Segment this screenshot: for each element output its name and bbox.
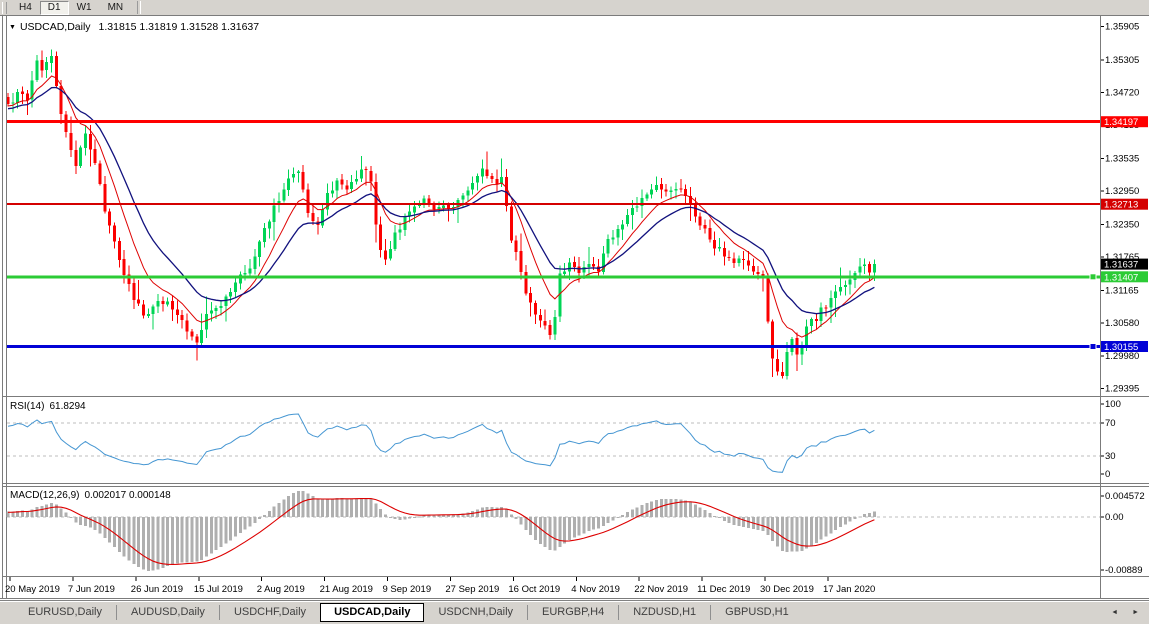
svg-text:1.29980: 1.29980 bbox=[1105, 351, 1139, 362]
svg-text:0.004572: 0.004572 bbox=[1105, 491, 1145, 502]
svg-text:22 Nov 2019: 22 Nov 2019 bbox=[634, 584, 688, 595]
rsi-line bbox=[7, 413, 875, 473]
price-badge: 1.31407 bbox=[1101, 271, 1148, 283]
svg-text:4 Nov 2019: 4 Nov 2019 bbox=[571, 584, 620, 595]
tab-gbpusd-h1[interactable]: GBPUSD,H1 bbox=[710, 605, 803, 620]
price-badge: 1.32713 bbox=[1101, 198, 1148, 211]
rsi-axis: 100 70 30 0 bbox=[1101, 399, 1121, 480]
tab-eurusd-daily[interactable]: EURUSD,Daily bbox=[28, 606, 102, 618]
svg-text:1.32713: 1.32713 bbox=[1104, 200, 1138, 211]
macd-pane-label: MACD(12,26,9) 0.002017 0.000148 bbox=[10, 490, 171, 501]
svg-text:1.29395: 1.29395 bbox=[1105, 384, 1139, 395]
svg-text:1.35305: 1.35305 bbox=[1105, 55, 1139, 66]
svg-text:1.34720: 1.34720 bbox=[1105, 88, 1139, 99]
tab-eurgbp-h4[interactable]: EURGBP,H4 bbox=[527, 605, 618, 620]
svg-text:100: 100 bbox=[1105, 399, 1121, 410]
svg-text:1.34197: 1.34197 bbox=[1104, 117, 1138, 128]
rsi-label: RSI(14) bbox=[10, 401, 45, 412]
price-badge: 1.30155 bbox=[1101, 341, 1148, 353]
svg-text:7 Jun 2019: 7 Jun 2019 bbox=[68, 584, 115, 595]
svg-text:1.30580: 1.30580 bbox=[1105, 318, 1139, 329]
chart-ohlc-values: 1.31815 1.31819 1.31528 1.31637 bbox=[98, 21, 260, 33]
rsi-pane-label: RSI(14) 61.8294 bbox=[10, 401, 86, 412]
svg-text:-0.00889: -0.00889 bbox=[1105, 565, 1143, 576]
price-axis: 1.359051.353051.347201.341351.335351.329… bbox=[1101, 22, 1139, 395]
chart-title: ▼ USDCAD,Daily 1.31815 1.31819 1.31528 1.3… bbox=[9, 21, 259, 33]
timeframe-button-h4[interactable]: H4 bbox=[11, 1, 40, 15]
svg-text:1.30155: 1.30155 bbox=[1104, 342, 1138, 353]
svg-text:0.00: 0.00 bbox=[1105, 512, 1124, 523]
svg-text:0: 0 bbox=[1105, 469, 1110, 480]
frame bbox=[0, 15, 1149, 599]
macd-label: MACD(12,26,9) bbox=[10, 490, 80, 501]
svg-text:27 Sep 2019: 27 Sep 2019 bbox=[445, 584, 499, 595]
tab-usdcnh-daily[interactable]: USDCNH,Daily bbox=[438, 606, 514, 618]
macd-signal-line bbox=[7, 497, 875, 565]
svg-text:1.33535: 1.33535 bbox=[1105, 154, 1139, 165]
dropdown-arrow-icon: ▼ bbox=[9, 24, 16, 31]
timeframe-button-mn[interactable]: MN bbox=[100, 1, 132, 15]
tab-usdcad-daily[interactable]: USDCAD,Daily bbox=[320, 603, 425, 622]
svg-text:21 Aug 2019: 21 Aug 2019 bbox=[320, 584, 373, 595]
svg-text:20 May 2019: 20 May 2019 bbox=[5, 584, 60, 595]
tab-scroll-arrows: ◄ ► bbox=[1111, 609, 1139, 616]
svg-text:1.32950: 1.32950 bbox=[1105, 186, 1139, 197]
ma-fast-line bbox=[7, 75, 875, 338]
date-axis: 20 May 2019 7 Jun 2019 26 Jun 2019 15 Jul 2… bbox=[5, 577, 875, 595]
tab-scroll-right-icon[interactable]: ► bbox=[1132, 609, 1139, 616]
svg-text:1.31165: 1.31165 bbox=[1105, 285, 1139, 296]
svg-text:30 Dec 2019: 30 Dec 2019 bbox=[760, 584, 814, 595]
tab-scroll-left-icon[interactable]: ◄ bbox=[1111, 609, 1119, 616]
svg-text:70: 70 bbox=[1105, 418, 1116, 429]
timeframe-button-w1[interactable]: W1 bbox=[69, 1, 100, 15]
svg-text:26 Jun 2019: 26 Jun 2019 bbox=[131, 584, 183, 595]
tab-nzdusd-h1[interactable]: NZDUSD,H1 bbox=[618, 605, 710, 620]
toolbar-separator bbox=[137, 1, 142, 14]
candles bbox=[6, 49, 876, 380]
svg-text:1.31407: 1.31407 bbox=[1104, 272, 1138, 283]
rsi-value: 61.8294 bbox=[49, 401, 86, 412]
svg-text:1.32350: 1.32350 bbox=[1105, 219, 1139, 230]
svg-text:11 Dec 2019: 11 Dec 2019 bbox=[697, 584, 750, 595]
ma-slow-line bbox=[7, 86, 875, 315]
svg-text:17 Jan 2020: 17 Jan 2020 bbox=[823, 584, 875, 595]
timeframe-toolbar: H4 D1 W1 MN bbox=[0, 0, 1149, 15]
chart-tab-bar: EURUSD,Daily AUDUSD,Daily USDCHF,Daily U… bbox=[0, 600, 1149, 624]
svg-text:2 Aug 2019: 2 Aug 2019 bbox=[257, 584, 305, 595]
timeframe-button-d1[interactable]: D1 bbox=[39, 0, 69, 15]
hline-handle[interactable] bbox=[1089, 273, 1097, 281]
svg-text:16 Oct 2019: 16 Oct 2019 bbox=[508, 584, 560, 595]
tab-audusd-daily[interactable]: AUDUSD,Daily bbox=[115, 605, 219, 620]
macd-values: 0.002017 0.000148 bbox=[84, 490, 171, 501]
svg-text:9 Sep 2019: 9 Sep 2019 bbox=[383, 584, 432, 595]
tab-usdchf-daily[interactable]: USDCHF,Daily bbox=[218, 605, 320, 620]
macd-axis: 0.004572 0.00 -0.00889 bbox=[1101, 491, 1145, 576]
price-badge: 1.34197 bbox=[1101, 116, 1148, 128]
hline-handle[interactable] bbox=[1089, 343, 1097, 350]
price-badge: 1.31637 bbox=[1101, 258, 1148, 271]
svg-text:1.31765: 1.31765 bbox=[1105, 252, 1139, 263]
svg-text:30: 30 bbox=[1105, 451, 1116, 462]
svg-text:15 Jul 2019: 15 Jul 2019 bbox=[194, 584, 243, 595]
svg-text:1.35905: 1.35905 bbox=[1105, 22, 1139, 33]
toolbar-grip[interactable] bbox=[2, 1, 7, 14]
svg-text:1.31637: 1.31637 bbox=[1104, 260, 1138, 271]
chart-symbol-label: USDCAD,Daily bbox=[19, 21, 91, 33]
